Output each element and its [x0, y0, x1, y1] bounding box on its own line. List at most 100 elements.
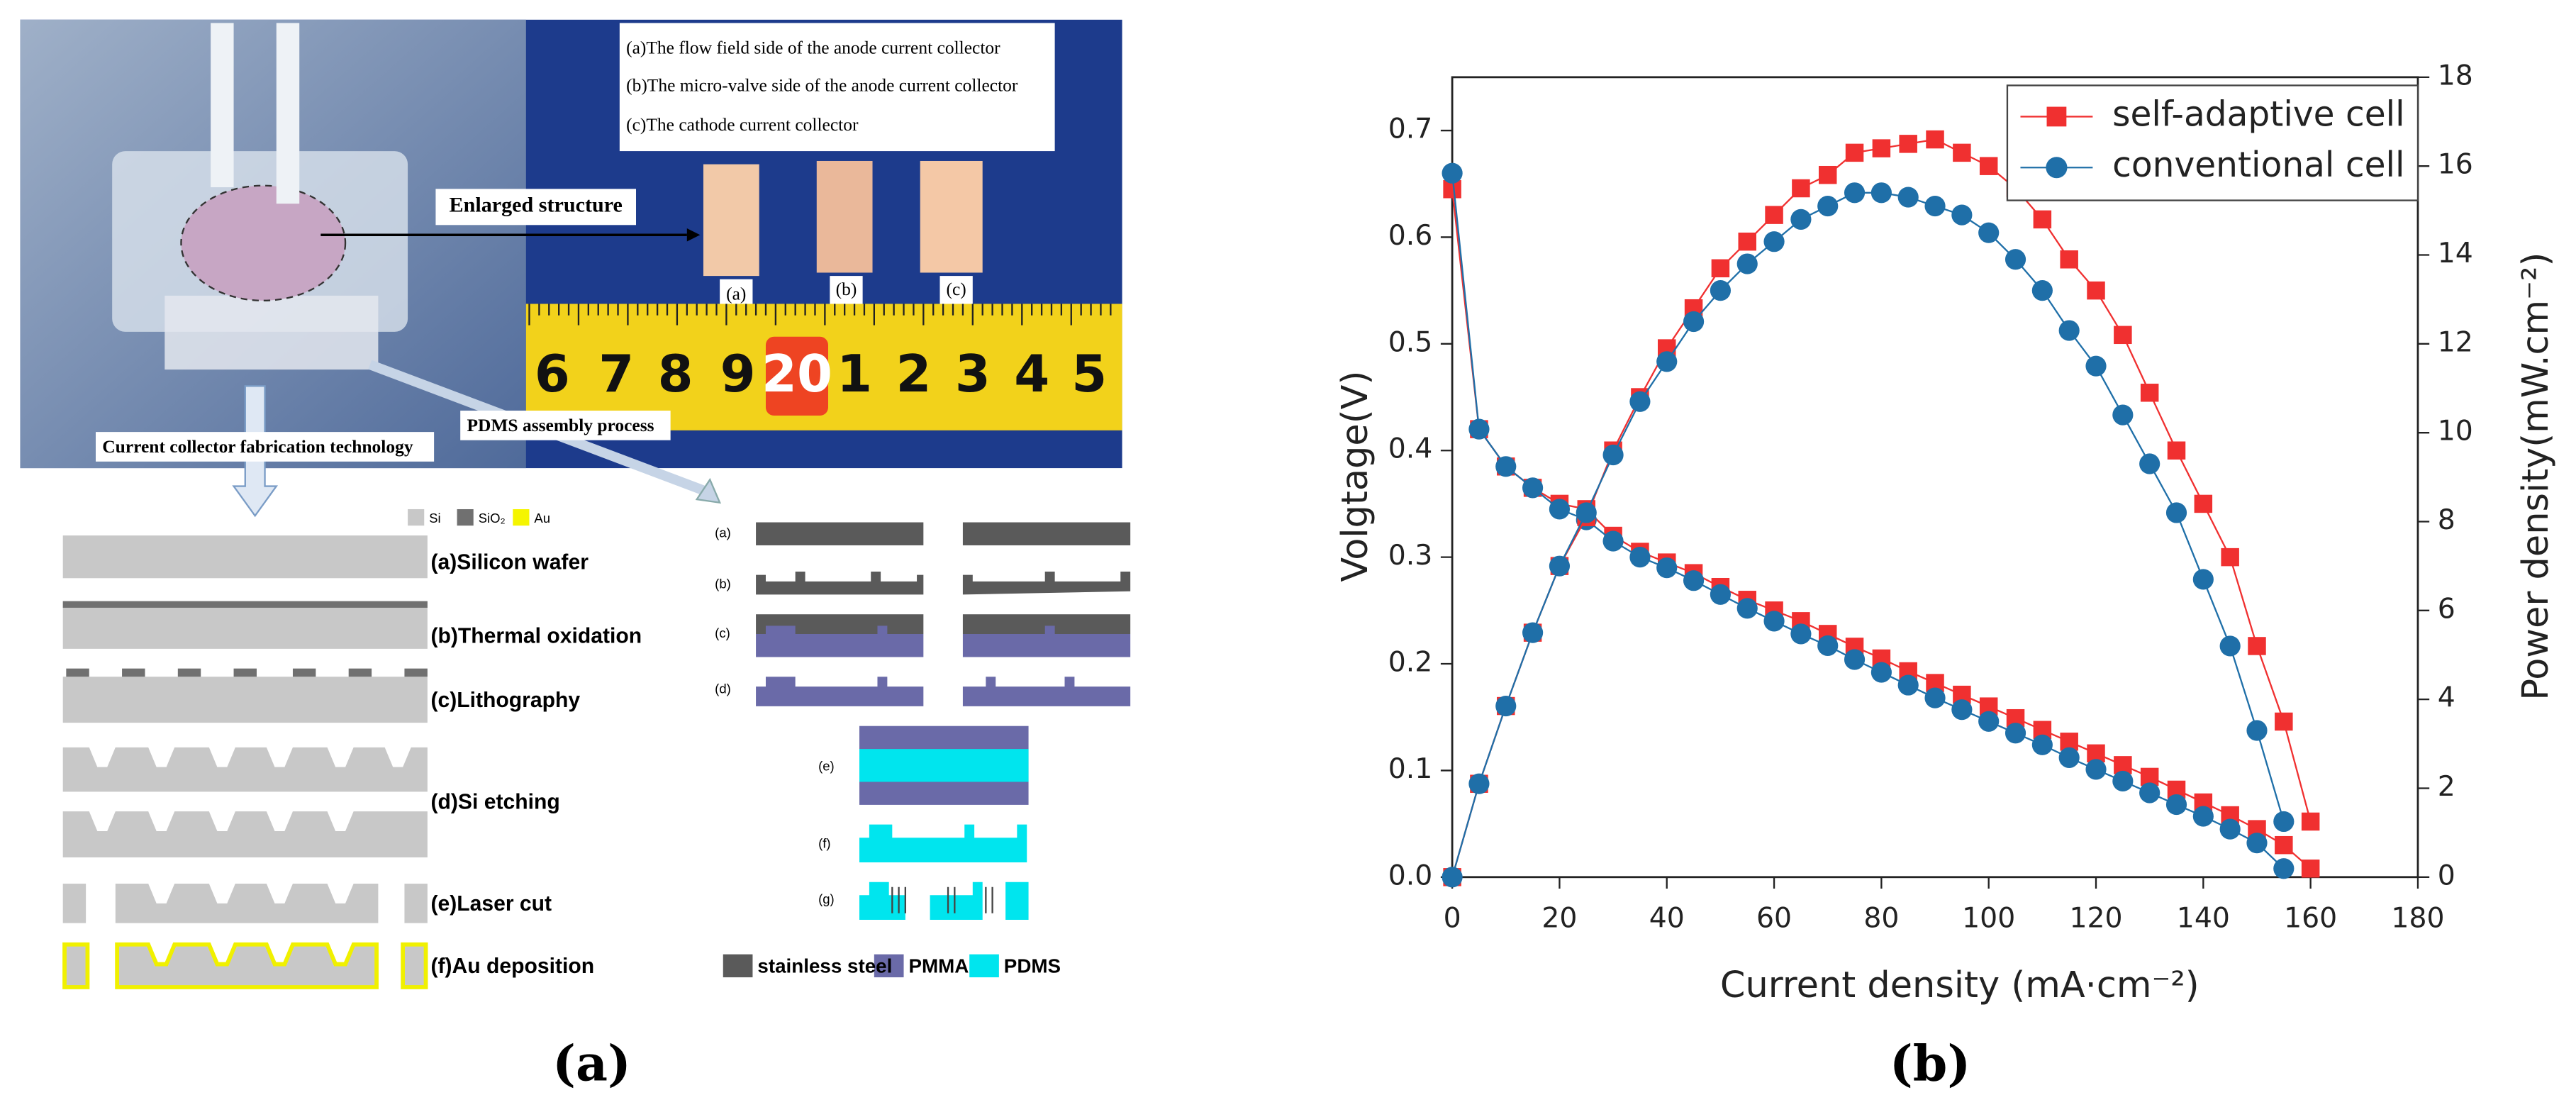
marker: [2246, 833, 2268, 854]
marker: [2139, 453, 2160, 474]
pmma: [962, 677, 1131, 706]
caption: (c)The cathode current collector: [626, 114, 859, 135]
panel-b: (b) Current density (mA·cm⁻²) Volgtage(V…: [1334, 59, 2557, 1092]
y-tick-label: 0.4: [1388, 433, 1433, 465]
marker: [1790, 208, 1812, 230]
marker: [1576, 502, 1597, 523]
marker: [1792, 179, 1810, 198]
pmma: [962, 626, 1131, 657]
y-tick-label: 0.0: [1388, 859, 1433, 891]
steel: [962, 522, 1131, 545]
chip-label: (b): [836, 279, 857, 299]
marker: [1495, 456, 1517, 477]
marker: [2194, 494, 2213, 513]
litho: [66, 668, 428, 677]
marker: [1818, 165, 1837, 184]
caption: (b)The micro-valve side of the anode cur…: [626, 75, 1018, 96]
y-tick-label: 0.3: [1388, 539, 1433, 572]
marker: [1872, 139, 1891, 157]
marker: [1870, 182, 1892, 204]
arrow-head: [686, 228, 701, 242]
label-box: [435, 189, 637, 226]
label-box: [96, 432, 435, 462]
oxide-pad: [122, 668, 145, 677]
layer: [62, 884, 87, 923]
legend-label: SiO₂: [479, 511, 506, 526]
x-tick-label: 60: [1756, 902, 1792, 935]
steel: [756, 572, 924, 595]
layer-oxide: [62, 601, 428, 608]
ruler-number: 2: [896, 344, 931, 404]
marker: [1738, 232, 1756, 251]
legend-label: Si: [429, 511, 440, 526]
marker: [1656, 557, 1678, 579]
marker: [1549, 555, 1571, 577]
x-axis-label: Current density (mA·cm⁻²): [1720, 964, 2199, 1006]
marker: [2246, 720, 2268, 741]
marker: [1924, 687, 1946, 708]
y2-tick-label: 8: [2438, 504, 2455, 536]
marker: [1899, 135, 1917, 153]
y2-tick-label: 18: [2438, 59, 2473, 91]
marker: [1978, 711, 2000, 732]
marker: [1711, 259, 1730, 278]
legend-swatch: [723, 954, 753, 978]
marker: [1765, 206, 1783, 224]
y2-tick-label: 16: [2438, 148, 2473, 181]
legend-label: stainless steel: [757, 955, 892, 977]
marker: [2221, 547, 2239, 567]
y2-axis-label: Power density(mW.cm⁻²): [2515, 252, 2557, 701]
marker: [2005, 723, 2026, 744]
ruler-number: 4: [1014, 344, 1049, 404]
pdms-step: (b): [715, 576, 731, 591]
marker: [1736, 253, 1758, 274]
marker: [1897, 187, 1919, 208]
layer: [62, 535, 428, 579]
tube: [211, 23, 234, 188]
chip-label: (c): [947, 279, 966, 299]
chip: [703, 164, 759, 277]
marker: [1495, 695, 1517, 717]
steel: [962, 572, 1131, 595]
legend-swatch: [408, 508, 425, 526]
ruler-mark: [765, 336, 828, 416]
marker: [2219, 818, 2241, 840]
marker: [1926, 130, 1944, 149]
marker: [1924, 195, 1946, 217]
y2-tick-label: 14: [2438, 237, 2473, 269]
legend-label: conventional cell: [2112, 145, 2404, 185]
legend-label: PDMS: [1004, 955, 1061, 977]
pdms: [859, 882, 1029, 921]
pdms-step: (e): [818, 759, 835, 774]
step-label: (f)Au deposition: [430, 955, 594, 978]
marker: [1629, 391, 1651, 412]
layer: [62, 677, 428, 723]
chip-label-box: [939, 276, 973, 306]
marker: [1468, 773, 1490, 794]
marker: [2031, 734, 2053, 755]
layer: [115, 884, 379, 923]
marker: [2301, 812, 2320, 831]
marker: [1763, 611, 1785, 632]
marker: [1602, 444, 1624, 466]
y-tick-label: 0.6: [1388, 219, 1433, 252]
x-tick-label: 40: [1649, 902, 1685, 935]
ruler-number: 1: [837, 344, 872, 404]
marker: [2275, 835, 2293, 855]
ruler-numbers: 6 7 8 9 20 1 2 3 4 5: [528, 304, 1112, 404]
y2-tick-label: 6: [2438, 592, 2455, 625]
layer: [62, 811, 428, 858]
legend-box: [2006, 84, 2419, 201]
marker: [1844, 649, 1866, 670]
y-axis-label: Volgtage(V): [1334, 371, 1376, 582]
layer-au: [62, 942, 90, 989]
ruler-number: 5: [1071, 344, 1107, 404]
marker: [2087, 281, 2105, 300]
ruler-number: 9: [720, 344, 756, 404]
marker: [2112, 404, 2134, 426]
oxide-pad: [66, 668, 89, 677]
marker: [2192, 806, 2214, 827]
pdms-step: (g): [818, 891, 835, 906]
marker: [1845, 143, 1864, 162]
layer-au: [401, 942, 428, 989]
